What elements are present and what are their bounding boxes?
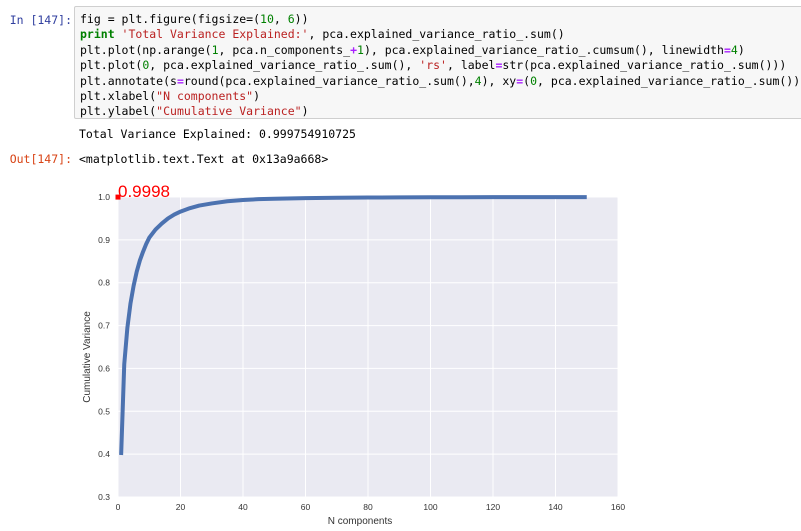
y-axis-label: Cumulative Variance [82,311,93,403]
x-tick-label: 140 [548,502,562,512]
y-tick-label: 0.8 [98,278,110,288]
x-tick-label: 120 [486,502,500,512]
annotation-text: 0.9998 [118,182,170,201]
code-line-1: fig = plt.figure(figsize=(10, 6)) [80,12,309,26]
x-tick-label: 20 [176,502,186,512]
y-tick-label: 0.6 [98,363,110,373]
x-tick-label: 40 [238,502,248,512]
chart-svg: 0 20 40 60 80 100 120 140 160 0.3 0.4 0.5 0.6 0.7 0.8 0… [82,182,625,527]
x-tick-label: 100 [423,502,437,512]
input-prompt: In [147]: [9,13,72,27]
y-tick-label: 0.4 [98,449,110,459]
figure-output: 0 20 40 60 80 100 120 140 160 0.3 0.4 0.5 0.6 0.7 0.8 0… [74,178,634,531]
code-line-3: plt.plot(np.arange(1, pca.n_components_+… [80,42,745,57]
x-tick-label: 60 [301,502,311,512]
code-line-7: plt.ylabel("Cumulative Variance") [80,104,309,119]
y-tick-label: 0.5 [98,406,110,416]
x-axis-label: N components [328,516,392,527]
y-tick-label: 0.9 [98,235,110,245]
y-tick-label: 1.0 [98,192,110,202]
y-tick-label: 0.7 [98,321,110,331]
annotation-marker [115,194,121,200]
code-line-6: plt.xlabel("N components") [80,88,261,103]
y-tick-label: 0.3 [98,492,110,502]
code-line-2: print 'Total Variance Explained:', pca.e… [80,27,565,42]
output-repr: <matplotlib.text.Text at 0x13a9a668> [79,152,329,166]
output-prompt: Out[147]: [9,152,72,166]
code-line-4: plt.plot(0, pca.explained_variance_ratio… [80,58,787,73]
x-tick-label: 160 [611,502,625,512]
x-tick-label: 0 [116,502,121,512]
series-line [119,195,587,456]
x-tick-label: 80 [363,502,373,512]
code-line-5: plt.annotate(s=round(pca.explained_varia… [80,73,801,88]
stdout-text: Total Variance Explained: 0.999754910725 [79,127,356,141]
code-cell[interactable]: fig = plt.figure(figsize=(10, 6)) print … [74,6,801,119]
